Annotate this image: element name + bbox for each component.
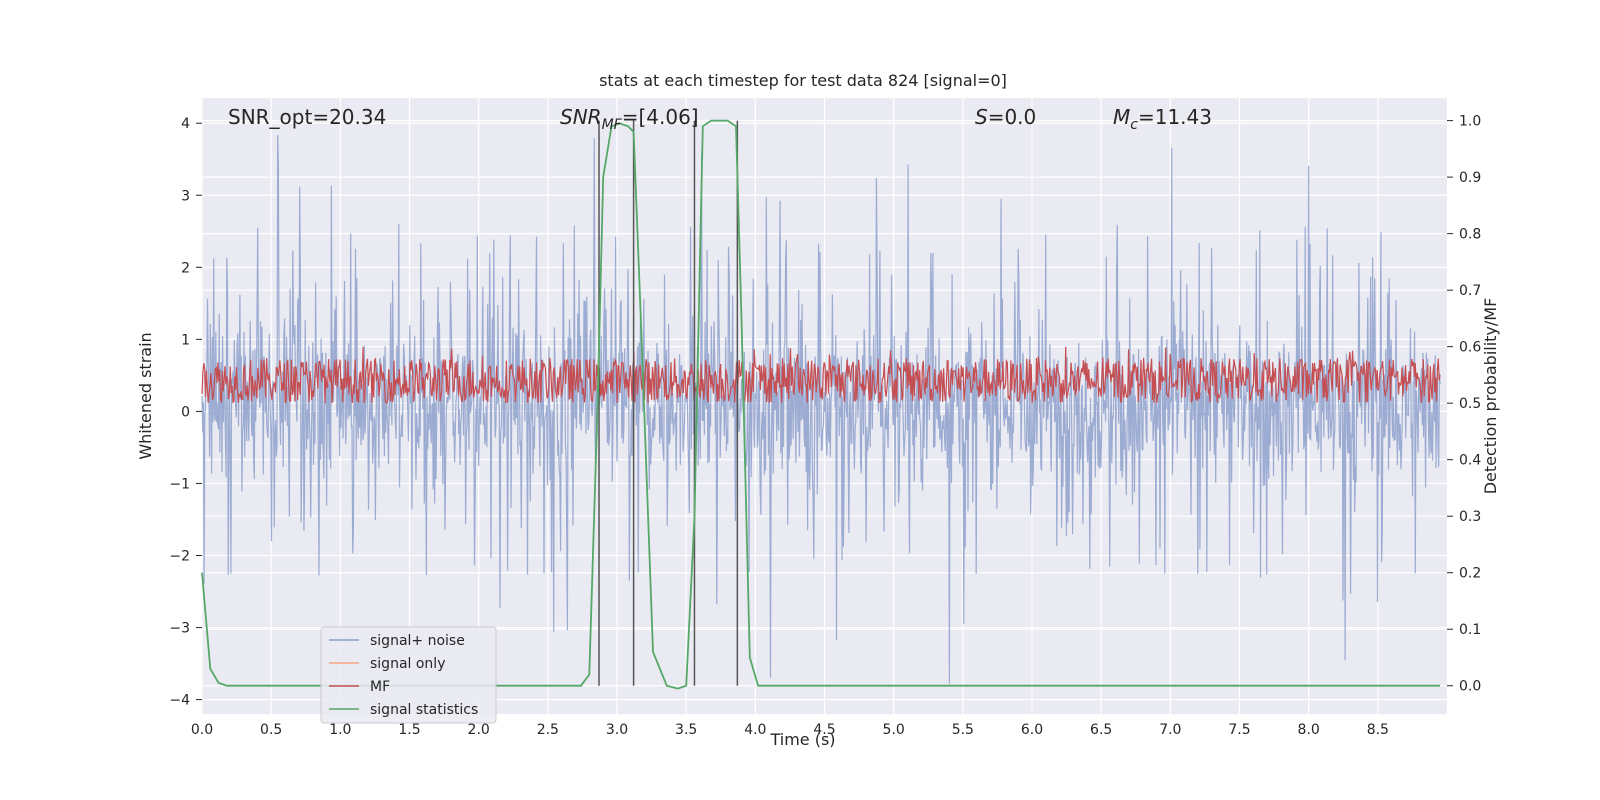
annotation-mc-sub: c	[1130, 117, 1138, 133]
series-mf	[201, 346, 1441, 404]
y-tick-label: 4	[181, 116, 190, 132]
x-tick-label: 8.0	[1298, 722, 1320, 738]
x-tick-label: 2.5	[537, 722, 559, 738]
annotation-s: S=0.0	[975, 105, 1036, 129]
y-tick-label: −2	[169, 548, 190, 564]
vertical-markers	[598, 120, 739, 686]
mf-line	[201, 346, 1441, 404]
x-tick-label: 5.5	[952, 722, 974, 738]
y2-axis-label: Detection probability/MF	[1481, 298, 1500, 495]
legend-box	[320, 626, 497, 724]
y2-tick-label: 1.0	[1459, 114, 1481, 130]
y-tick-label: −4	[169, 693, 190, 709]
x-tick-label: 7.5	[1228, 722, 1250, 738]
x-tick-label: 7.0	[1159, 722, 1181, 738]
x-tick-label: 0.5	[260, 722, 282, 738]
y2-tick-label: 0.6	[1459, 340, 1481, 356]
legend: signal+ noise signal only MF signal stat…	[320, 626, 497, 724]
x-tick-label: 4.0	[744, 722, 766, 738]
annotation-snr-mf-suffix: =[4.06]	[622, 105, 699, 129]
y-tick-label: 0	[181, 404, 190, 420]
x-tick-label: 1.0	[329, 722, 351, 738]
y-tick-label: 1	[181, 332, 190, 348]
x-tick-label: 2.0	[468, 722, 490, 738]
y2-tick-label: 0.3	[1459, 509, 1481, 525]
y-axis-label: Whitened strain	[136, 332, 155, 459]
y2-tick-label: 0.0	[1459, 679, 1481, 695]
annotation-mc-prefix: M	[1113, 105, 1130, 129]
y2-tick-label: 0.7	[1459, 283, 1481, 299]
y2-tick-label: 0.9	[1459, 170, 1481, 186]
annotation-snr-mf-sub: MF	[602, 117, 623, 133]
y2-tick-label: 0.4	[1459, 453, 1481, 469]
annotation-mc: Mc=11.43	[1113, 105, 1212, 133]
legend-label-signal-only: signal only	[370, 656, 445, 672]
x-tick-label: 0.0	[191, 722, 213, 738]
y-tick-label: −1	[169, 476, 190, 492]
x-tick-label: 6.0	[1021, 722, 1043, 738]
x-tick-label: 1.5	[398, 722, 420, 738]
legend-label-mf: MF	[370, 679, 390, 695]
y-tick-label: 3	[181, 188, 190, 204]
y2-tick-label: 0.8	[1459, 227, 1481, 243]
legend-label-signal-noise: signal+ noise	[370, 633, 465, 649]
x-axis-label: Time (s)	[769, 730, 835, 749]
annotation-mc-suffix: =11.43	[1138, 105, 1212, 129]
signal-noise-line	[201, 135, 1441, 684]
tick-labels: 0.0 0.5 1.0 1.5 2.0 2.5 3.0 3.5 4.0 4.5 5.0 5.5 6.0 6…	[169, 114, 1481, 738]
y-tick-label: 2	[181, 260, 190, 276]
annotation-s-suffix: =0.0	[988, 105, 1037, 129]
annotation-snr-opt: SNR_opt=20.34	[228, 105, 386, 129]
y2-tick-label: 0.1	[1459, 622, 1481, 638]
legend-label-signal-statistics: signal statistics	[370, 702, 478, 718]
x-tick-label: 4.5	[813, 722, 835, 738]
annotation-snr-mf-prefix: SNR	[560, 105, 602, 129]
x-tick-label: 6.5	[1090, 722, 1112, 738]
x-tick-label: 3.0	[606, 722, 628, 738]
x-tick-label: 3.5	[675, 722, 697, 738]
annotation-s-prefix: S	[975, 105, 988, 129]
y2-tick-label: 0.5	[1459, 396, 1481, 412]
x-tick-label: 8.5	[1367, 722, 1389, 738]
y2-tick-label: 0.2	[1459, 566, 1481, 582]
chart-title: stats at each timestep for test data 824…	[599, 71, 1007, 90]
series-signal-noise	[201, 135, 1441, 684]
x-tick-label: 5.0	[883, 722, 905, 738]
y-tick-label: −3	[169, 621, 190, 637]
annotation-snr-mf: SNRMF=[4.06]	[560, 105, 699, 133]
